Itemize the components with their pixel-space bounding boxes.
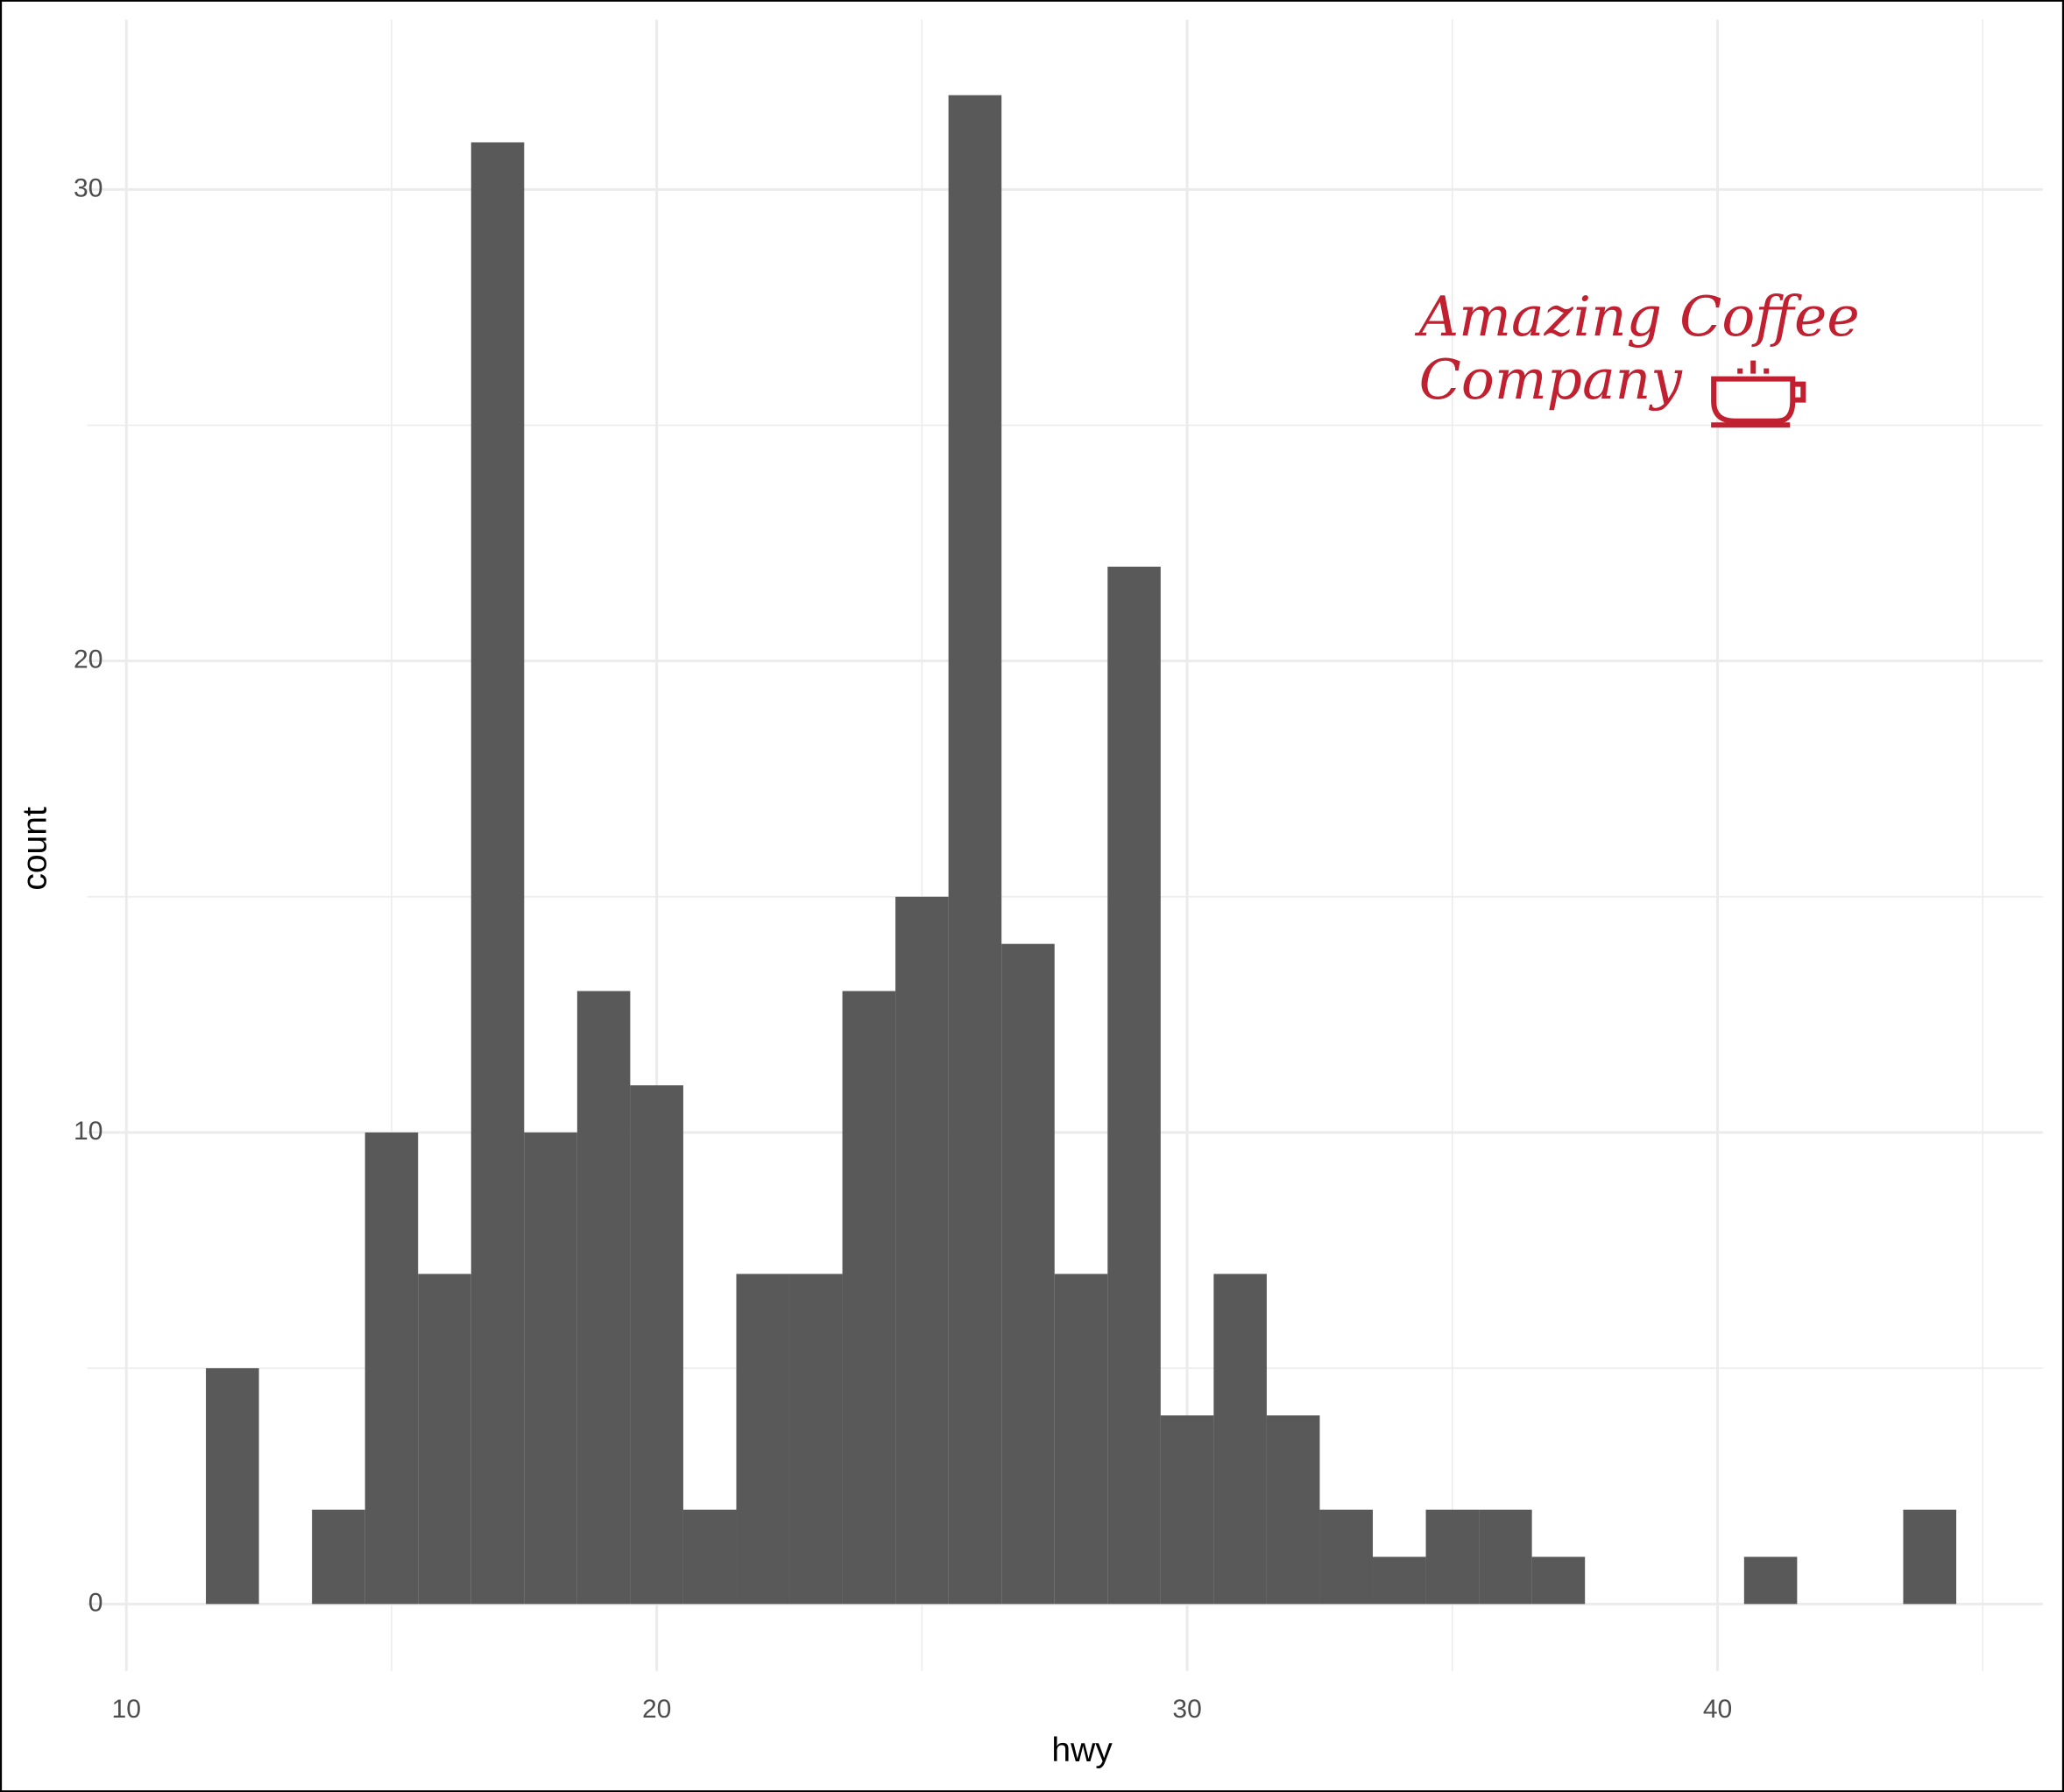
bar	[1001, 943, 1055, 1605]
bar	[1160, 1415, 1214, 1605]
bar	[1054, 1273, 1108, 1605]
logo-text: Amazing Coffee	[1415, 284, 1860, 349]
y-tick-label: 10	[74, 1117, 102, 1146]
bar	[682, 1509, 737, 1605]
cup-icon	[1711, 360, 1806, 428]
x-tick-label: 10	[112, 1695, 141, 1724]
x-axis-title: hwy	[1051, 1732, 1113, 1769]
y-tick-label: 30	[74, 173, 102, 202]
logo-text: Company	[1419, 347, 1684, 412]
bar	[524, 1132, 577, 1605]
bar	[1903, 1509, 1957, 1605]
x-tick-label: 30	[1172, 1695, 1201, 1724]
bar	[895, 896, 949, 1605]
bar	[1479, 1509, 1532, 1605]
bar	[576, 991, 631, 1605]
logo: Amazing Coffee Company	[1415, 284, 1860, 428]
bar	[948, 95, 1002, 1605]
y-tick-label: 20	[74, 646, 102, 674]
bar	[418, 1273, 471, 1605]
bar	[1743, 1556, 1798, 1605]
bar	[1373, 1556, 1426, 1605]
bars	[206, 95, 1957, 1605]
bar	[1319, 1509, 1374, 1605]
bar	[206, 1368, 259, 1605]
bar	[470, 142, 525, 1605]
x-tick-label: 20	[642, 1695, 671, 1724]
bar	[1107, 567, 1161, 1605]
bar	[312, 1509, 365, 1605]
bar	[1213, 1273, 1267, 1605]
bar	[630, 1085, 683, 1605]
x-tick-label: 40	[1703, 1695, 1732, 1724]
y-tick-label: 0	[88, 1588, 103, 1617]
y-axis-title: count	[17, 807, 54, 891]
bar	[1531, 1556, 1586, 1605]
labels: 10 20 30 40 0 10 20 30	[74, 173, 1732, 1724]
bar	[1425, 1509, 1480, 1605]
bar	[364, 1132, 419, 1605]
bar	[789, 1273, 843, 1605]
bar	[1266, 1415, 1320, 1605]
bar	[842, 991, 896, 1605]
bar	[736, 1273, 790, 1605]
